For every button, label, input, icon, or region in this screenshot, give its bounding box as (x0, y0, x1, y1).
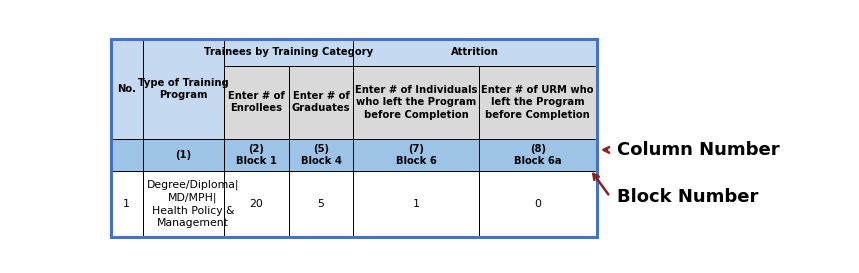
Text: Degree/Diploma|
MD/MPH|
Health Policy &
Management: Degree/Diploma| MD/MPH| Health Policy & … (147, 180, 239, 228)
Bar (289, 66, 353, 139)
Bar (224, 139, 289, 171)
Bar (111, 139, 143, 171)
Bar (111, 39, 143, 139)
Bar (289, 139, 353, 171)
Text: Enter # of
Enrollees: Enter # of Enrollees (228, 91, 284, 114)
Text: Trainees by Training Category: Trainees by Training Category (204, 48, 373, 57)
Bar (353, 139, 478, 171)
Text: (5)
Block 4: (5) Block 4 (301, 144, 342, 166)
Text: (7)
Block 6: (7) Block 6 (396, 144, 436, 166)
Text: Block Number: Block Number (617, 188, 758, 206)
Text: Column Number: Column Number (617, 141, 779, 159)
Bar (224, 66, 289, 139)
Bar (478, 171, 597, 237)
Text: (2)
Block 1: (2) Block 1 (235, 144, 277, 166)
Text: Attrition: Attrition (451, 48, 499, 57)
Text: Enter # of Individuals
who left the Program
before Completion: Enter # of Individuals who left the Prog… (355, 85, 478, 120)
Bar (353, 171, 478, 237)
Bar (224, 171, 289, 237)
Text: (1): (1) (175, 150, 192, 160)
Text: 1: 1 (123, 199, 130, 209)
Text: 5: 5 (318, 199, 325, 209)
Bar (143, 39, 224, 139)
Bar (143, 139, 224, 171)
Bar (478, 66, 597, 139)
Bar (353, 66, 478, 139)
Bar (111, 39, 597, 237)
Text: Enter # of URM who
left the Program
before Completion: Enter # of URM who left the Program befo… (481, 85, 594, 120)
Bar (111, 171, 143, 237)
Text: No.: No. (117, 84, 136, 94)
Bar (289, 171, 353, 237)
Text: 20: 20 (249, 199, 263, 209)
Bar (224, 39, 353, 66)
Bar (478, 139, 597, 171)
Text: 1: 1 (412, 199, 419, 209)
Text: (8)
Block 6a: (8) Block 6a (514, 144, 562, 166)
Bar (143, 171, 224, 237)
Text: 0: 0 (534, 199, 541, 209)
Text: Enter # of
Graduates: Enter # of Graduates (292, 91, 350, 114)
Text: Type of Training
Program: Type of Training Program (137, 78, 228, 100)
Bar (353, 39, 597, 66)
